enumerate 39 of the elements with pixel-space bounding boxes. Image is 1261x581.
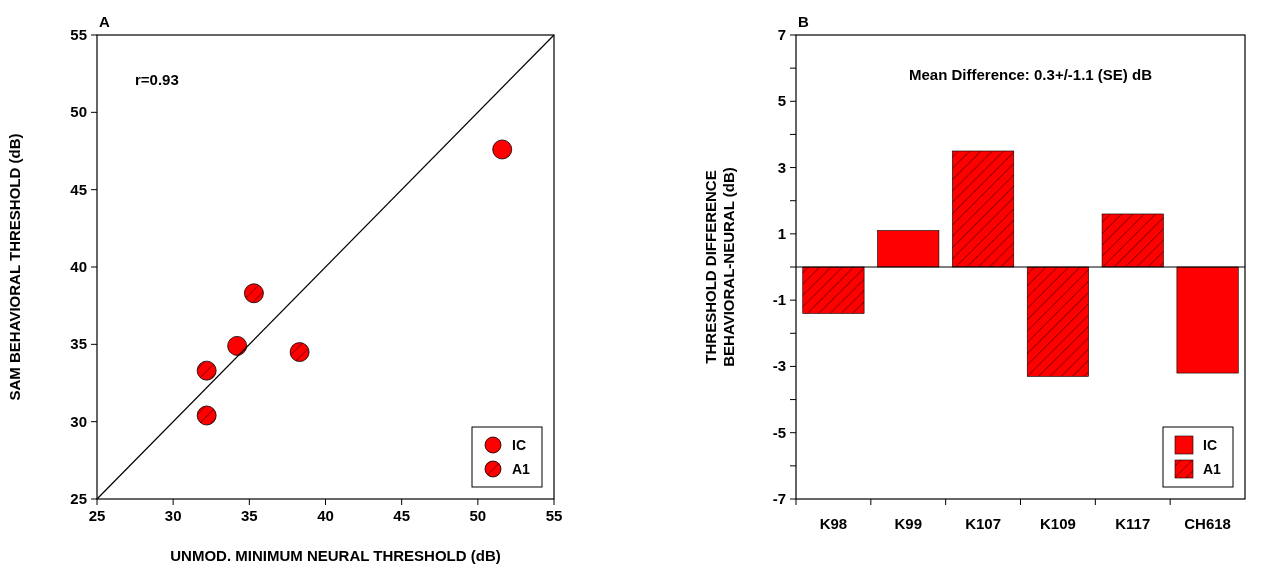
x-axis-title: UNMOD. MINIMUM NEURAL THRESHOLD (dB) [170,547,501,564]
x-tick-label: K98 [819,515,848,532]
x-tick-label: 35 [240,507,258,524]
x-tick-label: 50 [469,507,487,524]
annotation: r=0.93 [135,71,179,88]
y-tick-label: 50 [70,103,87,121]
y-tick-label: -1 [772,291,786,309]
chart-title: A [99,13,110,30]
x-tick-label: K109 [1039,515,1076,532]
legend-label: A1 [1203,461,1222,477]
x-tick-label: 55 [545,507,563,524]
legend-label: A1 [512,461,531,477]
y-tick-label: 55 [70,26,87,43]
y-tick-label: 25 [70,490,87,507]
y-tick-label: 40 [70,258,87,275]
y-tick-label: 7 [777,26,786,43]
y-tick-label: 35 [70,335,87,353]
annotation: Mean Difference: 0.3+/-1.1 (SE) dB [909,66,1153,83]
y-tick-label: -5 [772,423,786,441]
x-tick-label: K107 [965,515,1002,532]
y-tick-label: 45 [70,180,87,198]
y-axis-title: SAM BEHAVIORAL THRESHOLD (dB) [6,133,23,401]
x-tick-label: 30 [164,507,182,524]
x-tick-label: CH618 [1184,515,1231,532]
y-tick-label: 5 [777,92,786,110]
y-tick-label: 1 [777,224,786,242]
x-tick-label: 45 [393,507,411,524]
x-tick-label: 40 [317,507,334,524]
y-tick-label: -7 [772,490,786,507]
x-tick-label: 25 [88,507,106,524]
y-tick-label: 3 [777,158,786,176]
x-tick-label: K117 [1115,515,1151,532]
y-tick-label: 30 [70,412,87,430]
legend-label: IC [1203,437,1217,453]
y-axis-title: THRESHOLD DIFFERENCE BEHAVIORAL-NEURAL (dB) [702,167,737,367]
legend-label: IC [512,437,526,453]
y-tick-label: -3 [772,357,786,375]
chart-title: B [798,13,809,30]
x-tick-label: K99 [894,515,923,532]
